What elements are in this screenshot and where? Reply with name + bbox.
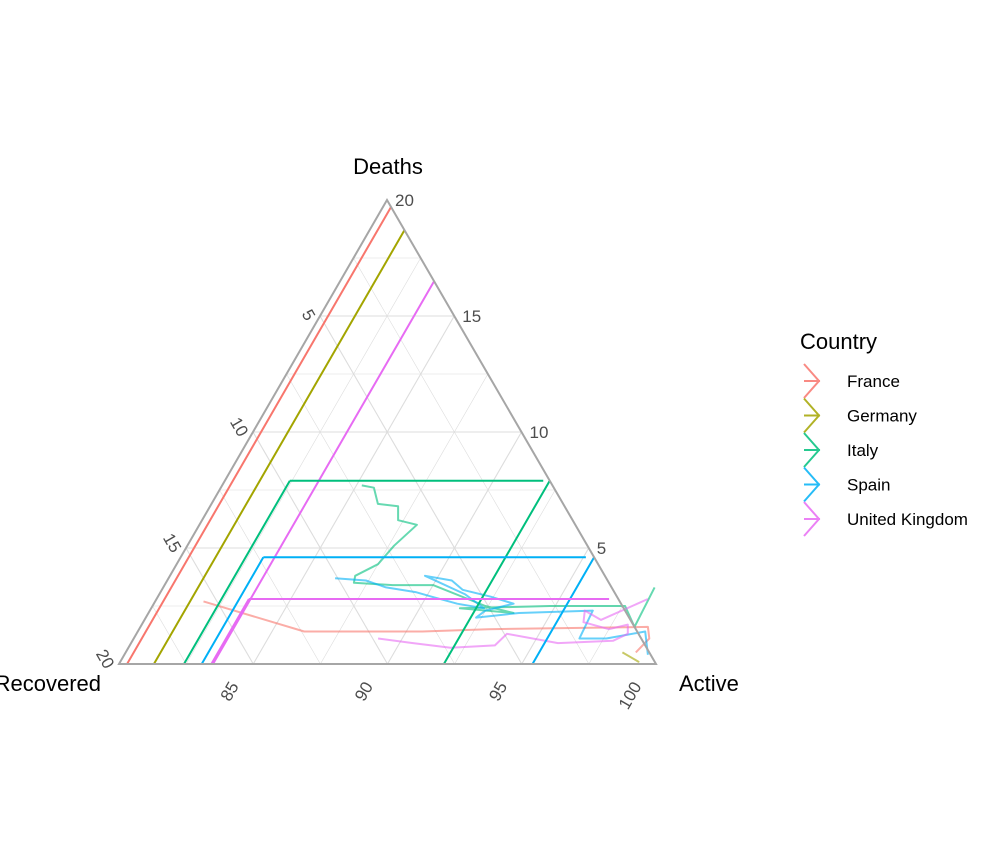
reference-diag-italy bbox=[443, 480, 551, 665]
legend-key-spain bbox=[803, 466, 821, 503]
series-line-france bbox=[203, 600, 651, 654]
legend-label: Spain bbox=[847, 476, 890, 495]
tick-label-left: 10 bbox=[226, 414, 252, 440]
legend-label: Germany bbox=[847, 407, 917, 426]
legend-item: Germany bbox=[803, 397, 917, 434]
legend-key-france bbox=[803, 363, 821, 399]
legend-item: Spain bbox=[803, 466, 890, 503]
legend-label: Italy bbox=[847, 441, 879, 460]
grid-layer bbox=[152, 257, 623, 665]
tick-label-left: 20 bbox=[92, 646, 118, 672]
series-layer bbox=[203, 484, 656, 663]
reference-lines-layer bbox=[126, 206, 610, 665]
grid-line bbox=[219, 489, 321, 665]
tick-label-right: 20 bbox=[395, 191, 414, 210]
legend-label: United Kingdom bbox=[847, 510, 968, 529]
legend-title: Country bbox=[800, 329, 877, 354]
guide-d-italy bbox=[183, 480, 291, 665]
legend-label: France bbox=[847, 372, 900, 391]
apex-label-top: Deaths bbox=[353, 154, 423, 179]
grid-line bbox=[286, 373, 455, 665]
tick-label-bottom: 95 bbox=[485, 679, 511, 705]
legend-item: France bbox=[803, 363, 900, 399]
legend: Country France Germany Italy Spain United Ki… bbox=[800, 329, 968, 537]
grid-line bbox=[588, 605, 623, 665]
tick-label-right: 5 bbox=[597, 539, 606, 558]
grid-line bbox=[152, 605, 187, 665]
legend-key-united-kingdom bbox=[803, 501, 821, 537]
grid-line bbox=[185, 257, 421, 665]
apex-label-left: Recovered bbox=[0, 671, 101, 696]
tick-label-bottom: 100 bbox=[615, 679, 646, 713]
tick-label-bottom: 85 bbox=[217, 679, 243, 705]
reference-diag-germany bbox=[153, 229, 406, 665]
grid-line bbox=[454, 489, 556, 665]
guide-d-united-kingdom bbox=[210, 598, 250, 665]
apex-label-right: Active bbox=[679, 671, 739, 696]
guide-d-spain bbox=[200, 556, 265, 665]
legend-item: United Kingdom bbox=[803, 501, 968, 537]
series-line-germany bbox=[621, 651, 640, 663]
tick-label-left: 15 bbox=[159, 530, 185, 556]
tick-label-bottom: 90 bbox=[351, 679, 377, 705]
legend-key-germany bbox=[803, 397, 821, 434]
tick-label-right: 10 bbox=[530, 423, 549, 442]
legend-item: Italy bbox=[803, 432, 879, 468]
reference-diag-france bbox=[126, 206, 392, 665]
grid-line bbox=[320, 373, 489, 665]
reference-diag-spain bbox=[531, 556, 595, 665]
series-line-spain bbox=[335, 574, 649, 655]
series-line-united-kingdom bbox=[377, 598, 649, 649]
grid-line bbox=[353, 257, 590, 665]
tick-label-right: 15 bbox=[462, 307, 481, 326]
legend-key-italy bbox=[803, 432, 821, 468]
reference-diag-united-kingdom bbox=[212, 280, 435, 665]
triangle-frame bbox=[117, 198, 658, 665]
